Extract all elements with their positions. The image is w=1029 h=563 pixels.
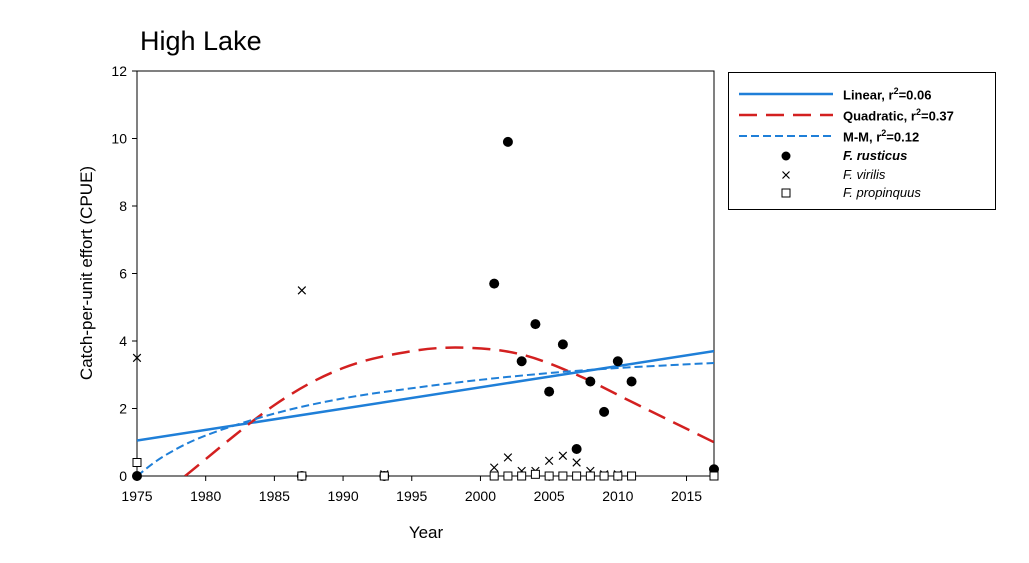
legend: Linear, r2=0.06 Quadratic, r2=0.37 M-M, … [728, 72, 996, 210]
legend-item-quadratic: Quadratic, r2=0.37 [729, 106, 995, 124]
point-rusticus [489, 278, 500, 289]
y-tick-label: 4 [119, 333, 127, 349]
legend-item-mm: M-M, r2=0.12 [729, 127, 995, 145]
legend-key-mm [739, 135, 833, 137]
plot-frame [136, 70, 715, 477]
point-propinquus [517, 471, 527, 481]
x-tick-label: 1995 [396, 488, 427, 504]
x-tick-label: 1990 [327, 488, 358, 504]
point-propinquus [613, 471, 623, 481]
legend-label-virilis: F. virilis [843, 167, 886, 182]
axes: 1975 1980 1985 1990 1995 2000 2005 2010 2015 0 2 4 6… [111, 63, 715, 504]
legend-item-virilis: F. virilis [729, 166, 995, 184]
legend-key-propinquus [781, 188, 791, 198]
x-tick-label: 2005 [534, 488, 565, 504]
y-tick-label: 12 [111, 63, 127, 79]
x-tick-label: 1980 [190, 488, 221, 504]
y-tick-label: 10 [111, 131, 127, 147]
legend-label-mm: M-M, r2=0.12 [843, 128, 920, 145]
point-rusticus [626, 376, 637, 387]
legend-key-rusticus [781, 151, 791, 161]
point-virilis [572, 458, 581, 467]
legend-label-propinquus: F. propinquus [843, 185, 921, 200]
point-virilis [297, 286, 307, 295]
point-rusticus [530, 319, 541, 330]
point-propinquus [709, 471, 719, 481]
legend-key-linear [739, 92, 833, 96]
legend-item-propinquus: F. propinquus [729, 184, 995, 202]
legend-item-rusticus: F. rusticus [729, 147, 995, 165]
y-axis-title: Catch-per-unit effort (CPUE) [77, 166, 96, 380]
x-tick-label: 1975 [121, 488, 152, 504]
legend-key-virilis [782, 171, 790, 179]
point-propinquus [530, 469, 540, 479]
fit-lines [137, 346, 714, 476]
x-tick-label: 2010 [602, 488, 633, 504]
point-propinquus [503, 471, 513, 481]
y-tick-label: 0 [119, 468, 127, 484]
point-rusticus [557, 339, 568, 350]
point-propinquus [599, 471, 609, 481]
legend-label-rusticus: F. rusticus [843, 148, 908, 163]
point-propinquus [297, 471, 307, 481]
point-rusticus [132, 471, 142, 481]
point-propinquus [627, 471, 637, 481]
x-tick-label: 2000 [465, 488, 496, 504]
point-rusticus [502, 136, 513, 147]
point-propinquus [489, 471, 499, 481]
point-rusticus [544, 386, 555, 397]
point-virilis [489, 463, 499, 472]
point-virilis [132, 353, 142, 363]
point-rusticus [612, 356, 623, 367]
point-propinquus [379, 471, 389, 481]
point-rusticus [585, 376, 596, 387]
x-axis-title: Year [409, 523, 444, 542]
legend-key-quadratic [739, 113, 833, 117]
point-propinquus [585, 471, 595, 481]
point-rusticus [571, 444, 582, 454]
y-tick-label: 6 [119, 266, 127, 282]
legend-label-quadratic: Quadratic, r2=0.37 [843, 107, 954, 124]
mm-fit-line [137, 361, 714, 476]
legend-item-linear: Linear, r2=0.06 [729, 85, 995, 103]
point-virilis [503, 453, 513, 462]
point-propinquus [132, 458, 142, 467]
point-virilis [558, 451, 568, 460]
linear-fit-line [137, 349, 714, 442]
quadratic-fit-line [184, 346, 714, 476]
x-tick-label: 2015 [671, 488, 702, 504]
y-tick-label: 2 [119, 401, 127, 417]
point-virilis [544, 456, 554, 466]
x-tick-label: 1985 [259, 488, 290, 504]
point-propinquus [572, 471, 582, 481]
data-points [132, 136, 719, 481]
point-rusticus [516, 356, 527, 367]
y-tick-label: 8 [119, 198, 127, 214]
legend-label-linear: Linear, r2=0.06 [843, 86, 932, 103]
point-propinquus [544, 471, 554, 481]
point-propinquus [558, 471, 568, 481]
point-rusticus [599, 406, 610, 417]
chart-title: High Lake [140, 26, 262, 56]
